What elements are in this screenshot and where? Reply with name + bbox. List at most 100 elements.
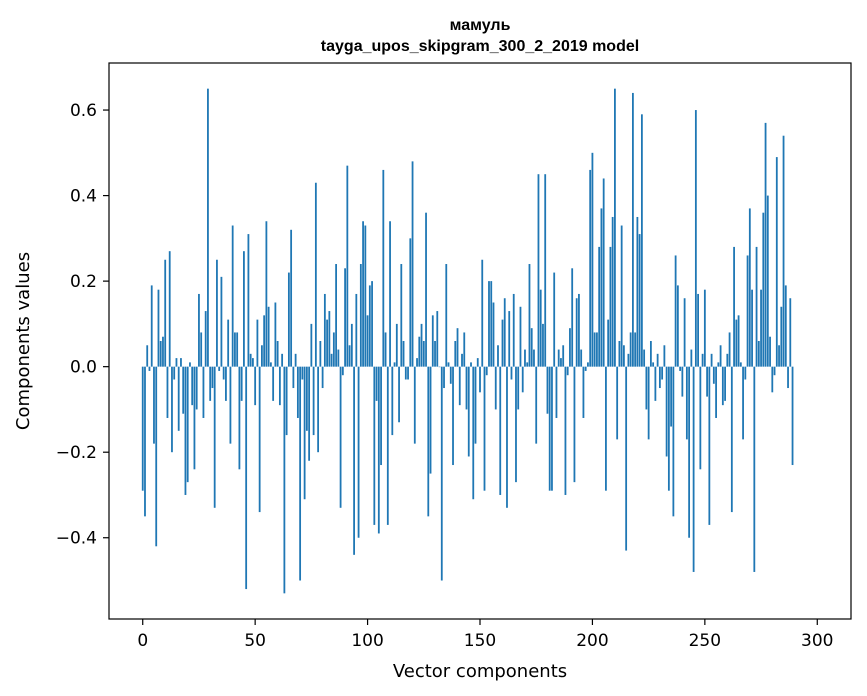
bar	[249, 353, 252, 367]
bar	[661, 366, 664, 380]
bar	[591, 152, 594, 367]
bar	[535, 366, 538, 444]
bar	[252, 358, 254, 367]
y-tick-label: 0.4	[70, 187, 97, 207]
bar	[528, 264, 531, 367]
bar	[420, 323, 423, 367]
bar	[162, 336, 164, 367]
bar	[503, 298, 506, 367]
bar	[429, 366, 432, 474]
y-axis-label: Components values	[13, 252, 34, 430]
bar	[667, 366, 670, 491]
bar	[634, 332, 637, 367]
bar	[274, 302, 277, 367]
bar	[220, 276, 223, 367]
bar	[463, 332, 466, 367]
bar	[443, 366, 445, 389]
bar	[207, 88, 209, 367]
bar	[544, 174, 547, 367]
bar	[384, 332, 387, 367]
bar	[479, 366, 481, 393]
bar	[719, 345, 722, 367]
bar	[373, 366, 376, 525]
bar	[539, 289, 542, 367]
bar	[209, 366, 212, 401]
chart-title: мамуль	[450, 17, 511, 34]
bar	[317, 366, 320, 453]
bar	[481, 259, 484, 367]
bar	[744, 366, 747, 380]
bar	[261, 345, 263, 367]
x-tick-label: 200	[576, 631, 608, 651]
x-tick-label: 100	[351, 631, 383, 651]
bar	[470, 362, 472, 367]
bar	[609, 246, 612, 367]
bar	[229, 366, 232, 444]
bar	[182, 366, 185, 414]
x-axis: 0 50 100 150 200 250 300	[137, 619, 833, 651]
bar	[521, 366, 524, 393]
bar	[499, 366, 502, 495]
bar	[164, 259, 167, 367]
bar	[234, 332, 236, 367]
bar	[258, 366, 261, 513]
bar	[582, 366, 585, 418]
bar	[189, 362, 191, 367]
bar	[787, 366, 789, 389]
bar	[454, 341, 457, 367]
bar	[449, 366, 452, 384]
bar	[180, 358, 182, 367]
bar	[171, 366, 173, 453]
bar	[319, 341, 322, 367]
bar	[712, 366, 715, 384]
bar	[674, 255, 677, 367]
bar	[391, 366, 394, 436]
bar	[193, 366, 196, 470]
bar	[310, 323, 313, 367]
bar	[771, 366, 774, 393]
bar	[737, 315, 740, 367]
bar	[303, 366, 306, 500]
bar	[269, 362, 272, 367]
bar	[294, 353, 297, 367]
bar	[326, 319, 328, 367]
bar	[314, 182, 317, 367]
bar	[571, 268, 574, 367]
bar	[184, 366, 187, 495]
bar	[728, 332, 731, 367]
bar	[175, 358, 178, 367]
bar	[245, 366, 248, 590]
bar	[546, 366, 549, 414]
bar	[157, 289, 160, 367]
y-tick-label: 0.2	[70, 272, 97, 292]
bar	[760, 289, 762, 367]
bar	[542, 323, 544, 367]
bar	[427, 366, 430, 517]
bar	[195, 366, 198, 410]
bar	[564, 366, 567, 495]
bar	[431, 315, 434, 367]
bar	[730, 366, 733, 513]
bar	[587, 362, 589, 367]
bar	[456, 328, 459, 367]
bar	[202, 366, 205, 418]
bar	[746, 255, 749, 367]
bar	[285, 366, 288, 436]
bar	[789, 298, 792, 367]
bar	[276, 341, 279, 367]
bar	[267, 306, 270, 367]
bar	[287, 272, 290, 367]
bar	[497, 345, 499, 367]
bar	[690, 349, 693, 367]
bar	[665, 366, 668, 457]
bar	[784, 285, 787, 367]
bar	[292, 366, 295, 389]
bar	[600, 208, 603, 367]
bar	[656, 353, 659, 367]
bar	[467, 366, 470, 457]
x-tick-label: 150	[464, 631, 496, 651]
bar	[225, 366, 227, 401]
bar	[524, 349, 526, 367]
bar	[517, 366, 520, 410]
bar	[348, 345, 351, 367]
